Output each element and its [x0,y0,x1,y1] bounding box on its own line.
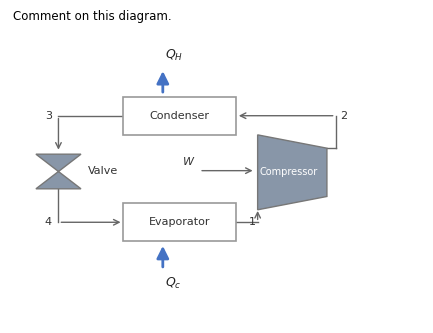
Polygon shape [36,154,81,189]
Bar [123,203,236,241]
Text: 4: 4 [45,217,52,227]
Text: Compressor: Compressor [260,167,318,177]
Text: Evaporator: Evaporator [149,217,210,227]
Text: 1: 1 [249,217,255,227]
Text: $Q_H$: $Q_H$ [165,48,183,63]
Bar [123,97,236,135]
Polygon shape [258,135,327,210]
Text: 3: 3 [45,111,52,121]
Text: Valve: Valve [87,166,118,176]
Text: 2: 2 [340,111,347,121]
Text: $W$: $W$ [181,155,195,167]
Text: Condenser: Condenser [150,111,210,121]
Text: Comment on this diagram.: Comment on this diagram. [13,10,171,23]
Text: $Q_c$: $Q_c$ [165,276,182,291]
